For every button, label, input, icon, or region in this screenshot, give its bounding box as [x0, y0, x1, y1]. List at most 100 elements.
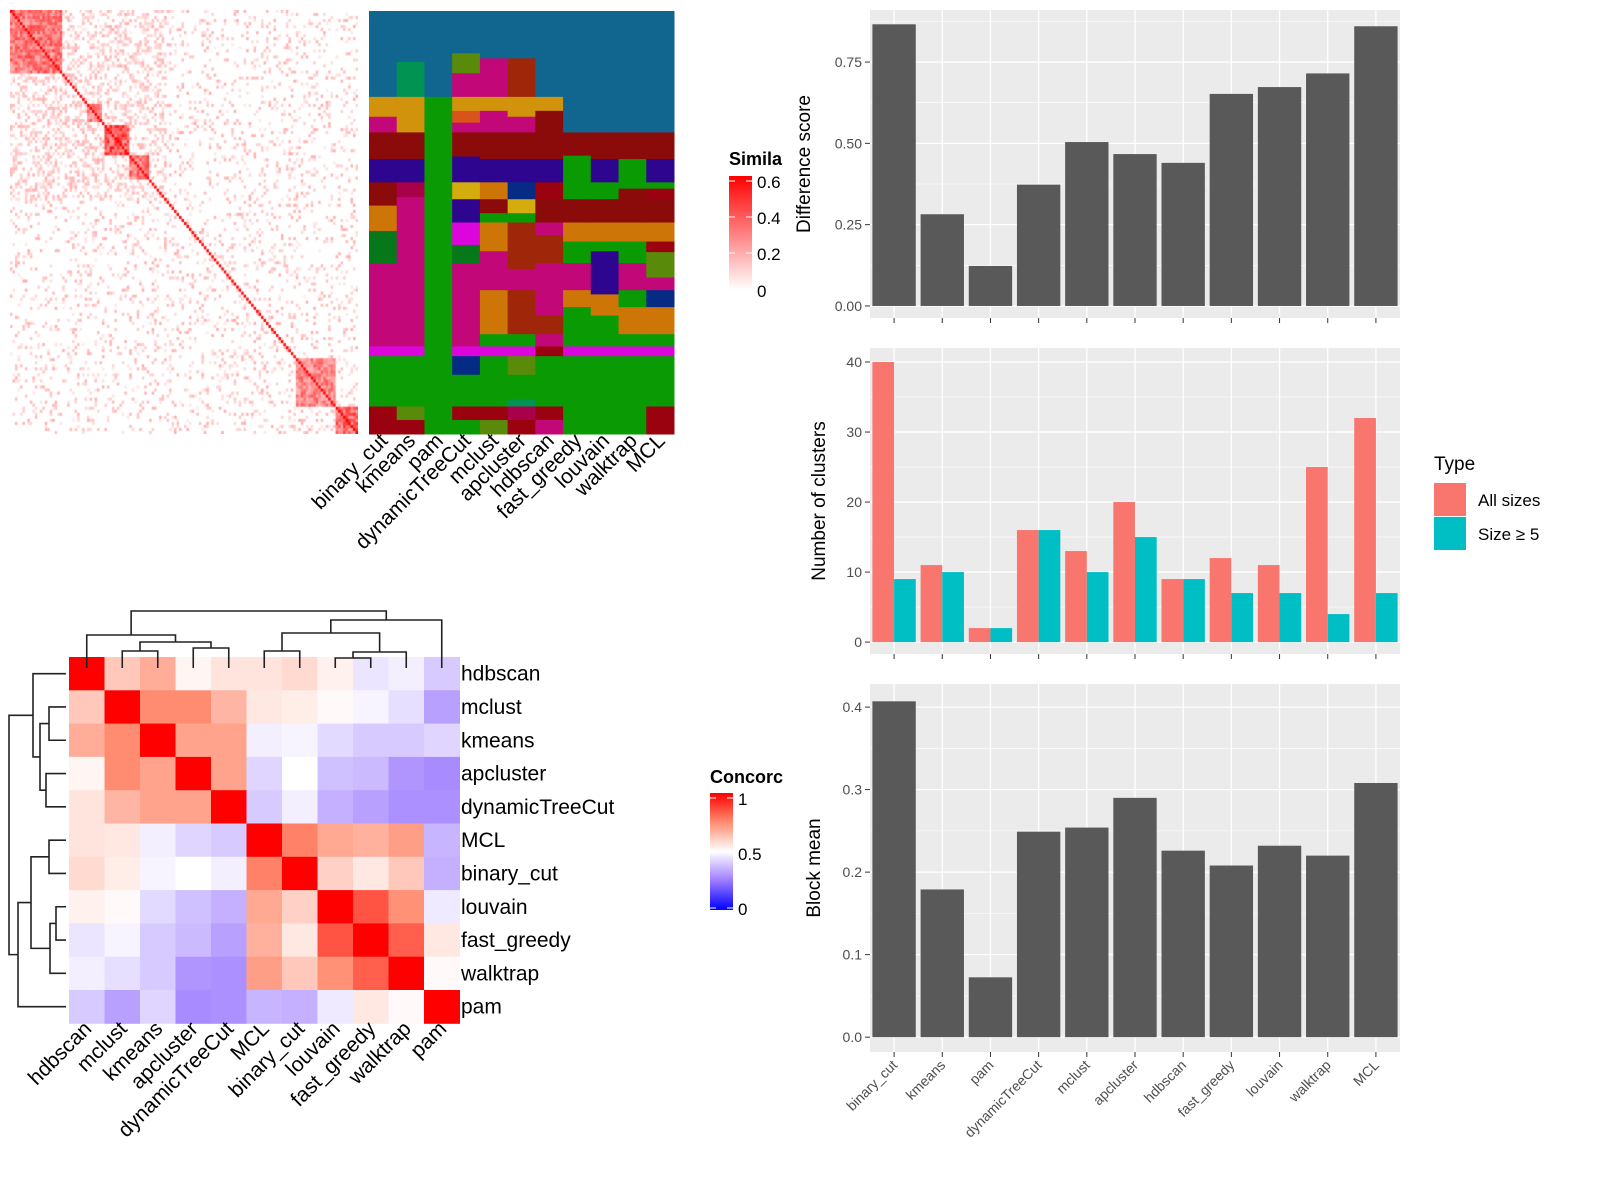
concordance-cell	[353, 856, 389, 891]
concordance-cell	[388, 790, 425, 824]
concordance-cell	[388, 956, 425, 991]
row-dendrogram-branch	[48, 706, 66, 742]
membership-cell	[452, 222, 481, 246]
membership-cell	[452, 156, 481, 183]
membership-cell	[479, 213, 509, 223]
membership-cell	[507, 58, 536, 98]
concordance-cell	[69, 690, 105, 725]
membership-cell	[535, 420, 564, 435]
concordance-cell	[175, 856, 212, 891]
membership-cell	[590, 356, 620, 435]
concordance-cell	[104, 823, 141, 858]
concordance-cell	[104, 923, 141, 958]
bar	[920, 889, 964, 1038]
membership-cell	[590, 251, 620, 295]
membership-cell	[479, 58, 509, 98]
bar	[1257, 565, 1280, 643]
concordance-cell	[69, 756, 105, 791]
concordance-cell	[317, 790, 354, 824]
membership-cell	[590, 315, 620, 347]
membership-cell	[452, 356, 481, 376]
membership-cell	[618, 346, 647, 357]
membership-cell	[507, 213, 536, 223]
concordance-cell	[104, 856, 141, 891]
membership-cell	[507, 132, 536, 160]
row-dendrogram-branch	[39, 722, 49, 791]
membership-cell	[535, 11, 564, 98]
concordance-cell	[69, 956, 105, 991]
concordance-column-label: pam	[406, 1017, 451, 1062]
bar	[1113, 502, 1135, 643]
membership-cell	[452, 346, 481, 357]
membership-cell	[590, 241, 620, 252]
concordance-cell	[211, 856, 247, 891]
concordance-cell	[424, 790, 460, 824]
membership-cell	[396, 132, 425, 160]
membership-cell	[507, 334, 536, 347]
membership-cell	[618, 290, 647, 308]
membership-cell	[590, 222, 620, 243]
concordance-cell	[175, 890, 212, 924]
concordance-cell	[246, 923, 283, 958]
membership-cell	[507, 290, 536, 335]
row-dendrogram-branch	[8, 714, 33, 956]
membership-cell	[507, 406, 536, 421]
concordance-cell	[211, 990, 247, 1024]
concordance-cell	[140, 956, 176, 991]
membership-cell	[369, 356, 398, 408]
concordance-cell	[353, 790, 389, 824]
bar	[1065, 551, 1087, 643]
membership-cell	[535, 346, 564, 357]
concordance-cell	[424, 956, 460, 991]
concordance-cell	[424, 723, 460, 758]
concordance-cell	[282, 823, 318, 858]
concordance-cell	[246, 823, 283, 858]
membership-cell	[535, 406, 564, 421]
membership-cell	[479, 222, 509, 252]
y-tick-label: 0.0	[843, 1029, 863, 1045]
bar	[1183, 579, 1205, 643]
concordance-cell	[424, 923, 460, 958]
y-tick-label: 20	[846, 494, 862, 510]
membership-cell	[452, 263, 481, 347]
concordance-cell	[424, 690, 460, 725]
bar	[1135, 537, 1157, 643]
membership-cell	[646, 277, 675, 291]
membership-cell	[479, 334, 509, 347]
bar	[1306, 855, 1350, 1038]
membership-cell	[396, 96, 425, 133]
concordance-cell	[175, 790, 212, 824]
bar	[1161, 850, 1205, 1038]
bar	[1257, 845, 1302, 1038]
membership-cell	[590, 11, 620, 133]
y-tick-label: 0.4	[843, 699, 863, 715]
concordance-row-label: apcluster	[461, 763, 546, 786]
membership-cell	[563, 346, 592, 357]
membership-cell	[369, 182, 398, 207]
concordance-cell	[353, 990, 389, 1024]
concordance-cell	[104, 990, 141, 1024]
concordance-cell	[424, 890, 460, 924]
concordance-cell	[424, 856, 460, 891]
similarity-legend-tick: 0.2	[757, 245, 781, 264]
membership-cell	[646, 356, 675, 408]
membership-cell	[646, 188, 675, 200]
concordance-cell	[317, 956, 354, 991]
bar	[920, 214, 964, 306]
membership-cell	[396, 197, 425, 347]
membership-cell	[369, 230, 398, 264]
legend-label: All sizes	[1478, 491, 1540, 510]
similarity-colorbar	[729, 176, 752, 290]
membership-cell	[618, 334, 647, 347]
bar	[1209, 558, 1232, 643]
membership-cell	[535, 235, 564, 264]
membership-cell	[396, 356, 425, 408]
concordance-cell	[388, 690, 425, 725]
bar	[1354, 26, 1398, 306]
bar	[1327, 614, 1350, 643]
membership-cell	[507, 182, 536, 200]
concordance-cell	[175, 956, 212, 991]
concordance-cell	[282, 923, 318, 958]
legend-title: Type	[1434, 454, 1475, 475]
concordance-cell	[175, 923, 212, 958]
